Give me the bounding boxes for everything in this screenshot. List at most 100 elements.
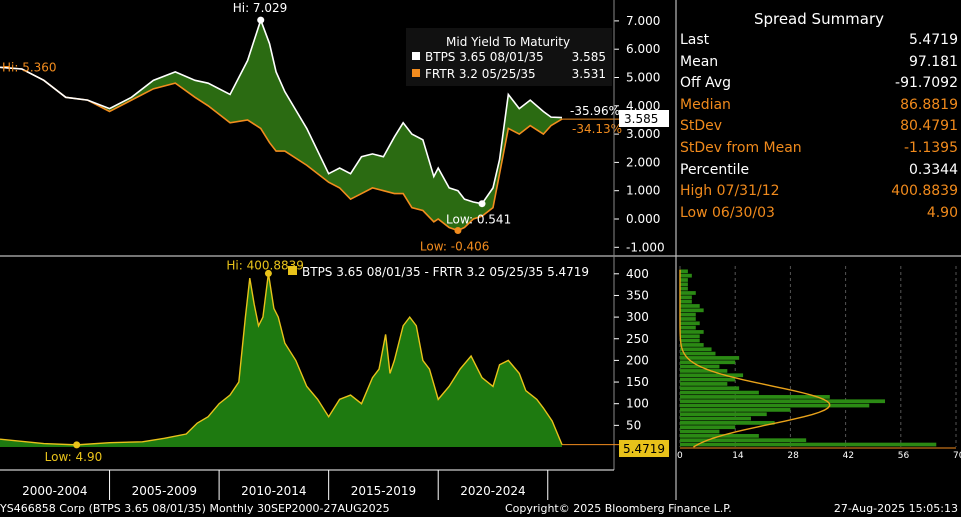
summary-row: StDev 80.4791	[680, 118, 958, 140]
spread-area	[0, 273, 562, 447]
hist-bar	[680, 399, 886, 404]
spread-tick-label: 150	[626, 375, 649, 389]
yield-legend-box	[406, 28, 612, 86]
spread-tick-label: 200	[626, 353, 649, 367]
hist-bar	[680, 343, 704, 347]
summary-label: Median	[680, 96, 731, 113]
frtr-legend-name: FRTR 3.2 05/25/35	[425, 67, 536, 81]
summary-row: Median 86.8819	[680, 97, 958, 119]
summary-label: Mean	[680, 53, 719, 70]
last-spread-tag: 5.4719	[623, 442, 665, 456]
hist-bar	[680, 325, 696, 330]
btps-high-label: Hi: 7.029	[233, 1, 288, 15]
hist-tick-label: 70	[953, 451, 961, 461]
hist-tick-label: 56	[898, 451, 910, 461]
spread-tick-label: 400	[626, 267, 649, 281]
btps-yield-line	[0, 17, 563, 205]
time-tick-label: 2005-2009	[132, 484, 197, 498]
btps-high-marker	[257, 16, 265, 24]
last-spread-tag-bg	[619, 440, 669, 457]
footer-bar: YS466858 Corp (BTPS 3.65 08/01/35) Month…	[0, 500, 961, 517]
summary-title: Spread Summary	[753, 10, 885, 28]
frtr-legend-swatch	[412, 69, 420, 77]
hist-bar	[680, 269, 688, 274]
btps-change-label: -35.96%	[570, 104, 620, 118]
last-yield-tag: 3.585	[624, 112, 658, 126]
hist-bar	[680, 438, 807, 443]
spread-tick-label: 50	[626, 418, 641, 432]
hist-bar	[680, 373, 744, 378]
footer-security: YS466858 Corp (BTPS 3.65 08/01/35) Month…	[0, 502, 390, 515]
hist-bar	[680, 421, 775, 425]
spread-panel: 400 350 300 250 200 150 100 50 Hi: 400.8839 Low…	[0, 258, 669, 464]
hist-bar	[680, 273, 692, 278]
summary-row: Percentile 0.3344	[680, 162, 958, 184]
spread-low-label: Low: 4.90	[45, 450, 103, 464]
summary-label: Off Avg	[680, 75, 732, 92]
summary-label: High 07/31/12	[680, 183, 780, 200]
time-tick-label: 2015-2019	[351, 484, 416, 498]
hist-bar	[680, 425, 736, 430]
summary-label: StDev	[680, 118, 723, 135]
spread-line	[0, 273, 563, 446]
hist-bar	[680, 304, 700, 308]
hist-bar	[680, 321, 700, 326]
summary-label: Percentile	[680, 161, 750, 178]
frtr-change-label: -34.13%	[572, 122, 622, 136]
spread-high-marker	[264, 269, 272, 277]
btps-low-label: Low: 0.541	[446, 213, 511, 227]
hist-bar	[680, 312, 696, 317]
summary-value: 400.8839	[891, 183, 958, 200]
hist-bar	[680, 382, 728, 386]
summary-label: Low 06/30/03	[680, 204, 775, 221]
spread-tick-label: 300	[626, 310, 649, 324]
spread-tick-label: 350	[626, 288, 649, 302]
yield-tick-label: -1.000	[626, 240, 665, 254]
normal-curve	[679, 269, 831, 448]
summary-value: -91.7092	[895, 75, 958, 92]
spread-tick-label: 250	[626, 332, 649, 346]
hist-bar	[680, 338, 700, 343]
summary-value: 80.4791	[900, 118, 958, 135]
time-axis: 2000-2004 2005-2009 2010-2014 2015-2019 2020…	[0, 469, 614, 500]
yield-spread-fill	[0, 20, 562, 231]
yield-tick-label: 4.000	[626, 99, 660, 113]
yield-tick-label: 0.000	[626, 212, 660, 226]
summary-row: Mean 97.181	[680, 54, 958, 76]
hist-bar	[680, 386, 740, 391]
summary-row: Off Avg -91.7092	[680, 75, 958, 97]
btps-low-marker	[478, 200, 486, 208]
frtr-legend-value: 3.531	[572, 67, 606, 81]
btps-legend-swatch	[412, 52, 420, 60]
btps-legend-value: 3.585	[572, 50, 606, 64]
hist-bar	[680, 334, 700, 339]
hist-bar	[680, 299, 692, 304]
summary-row: High 07/31/12 400.8839	[680, 183, 958, 205]
yield-tick-label: 6.000	[626, 42, 660, 56]
time-tick-label: 2020-2024	[460, 484, 525, 498]
hist-bar	[680, 360, 736, 365]
hist-bar	[680, 403, 870, 408]
frtr-yield-line	[0, 66, 563, 232]
time-tick-label: 2010-2014	[241, 484, 306, 498]
yield-tick-label: 1.000	[626, 184, 660, 198]
hist-bar	[680, 282, 688, 287]
yield-tick-label: 3.000	[626, 127, 660, 141]
hist-bar	[680, 390, 759, 395]
hist-bar	[680, 295, 692, 300]
hist-bar	[680, 308, 704, 313]
time-tick-label: 2000-2004	[22, 484, 87, 498]
summary-value: 0.3344	[909, 161, 958, 178]
spread-high-label: Hi: 400.8839	[226, 258, 303, 272]
hist-bar	[680, 356, 740, 360]
spread-legend-swatch	[288, 266, 297, 275]
hist-bar	[680, 377, 736, 382]
btps-legend-name: BTPS 3.65 08/01/35	[425, 50, 544, 64]
yield-tick-label: 5.000	[626, 71, 660, 85]
spread-legend: BTPS 3.65 08/01/35 - FRTR 3.2 05/25/35 5…	[302, 265, 589, 279]
hist-bar	[680, 412, 767, 417]
hist-bar	[680, 369, 728, 373]
summary-value: -1.1395	[903, 140, 958, 156]
